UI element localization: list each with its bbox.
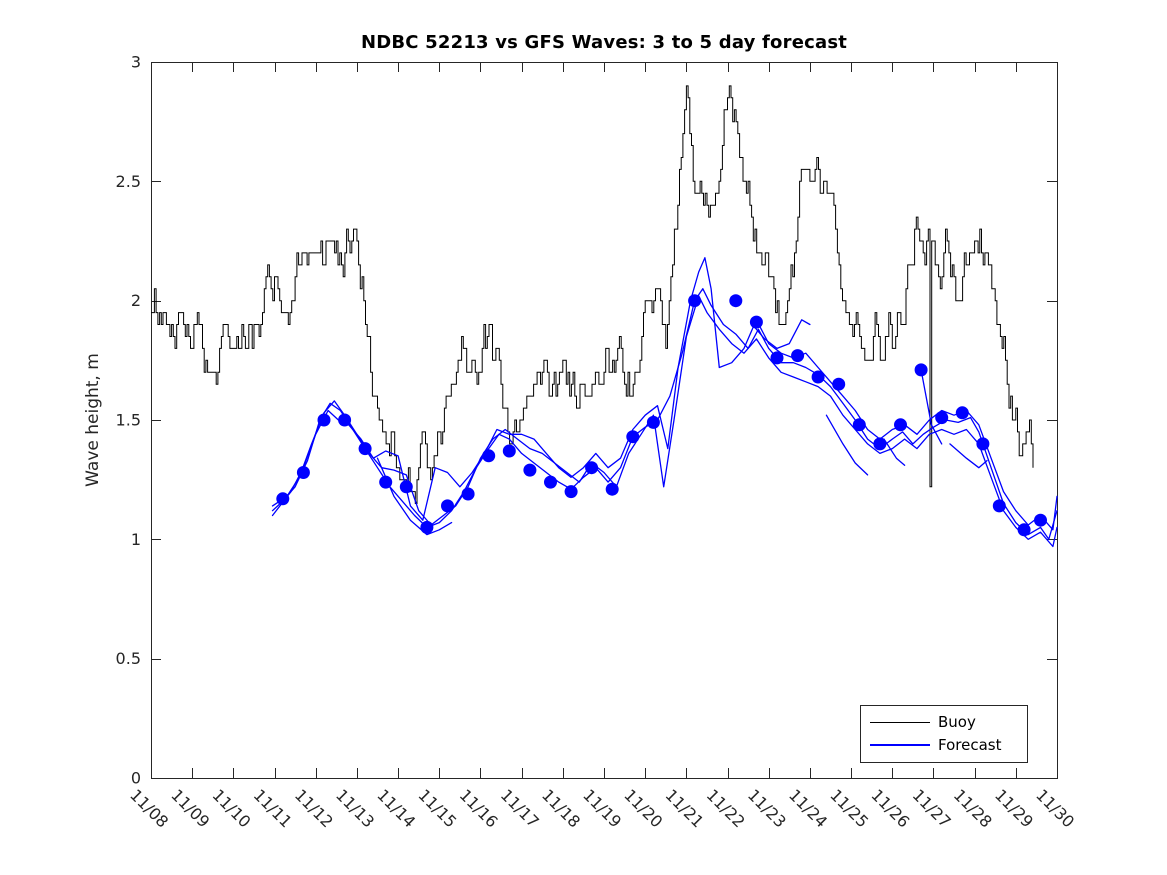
forecast-dot [605,482,619,496]
x-tick-label: 11/24 [785,785,831,831]
forecast-dot [461,487,475,501]
x-tick-label: 11/27 [909,785,955,831]
forecast-dot [976,437,990,451]
buoy-series-line [151,85,1034,504]
chart-title: NDBC 52213 vs GFS Waves: 3 to 5 day fore… [360,32,848,53]
forecast-dot [811,370,825,384]
x-tick-label: 11/21 [662,785,708,831]
forecast-dot [955,406,969,420]
y-tick-label: 2.5 [116,172,141,191]
forecast-dot [276,492,290,506]
forecast-dot [544,475,557,489]
forecast-dot [523,463,537,477]
x-tick-label: 11/23 [744,785,790,831]
forecast-dot [358,442,372,456]
x-tick-label: 11/26 [867,785,913,831]
legend-label-forecast: Forecast [938,735,1002,754]
buoy-line-sample-icon [870,722,930,724]
x-tick-label: 11/11 [250,785,296,831]
forecast-dot [914,363,928,377]
forecast-dot [1034,513,1047,527]
y-tick-label: 0.5 [116,649,141,668]
x-tick-label: 11/17 [497,785,543,831]
forecast-dot [935,411,949,425]
forecast-verification-dots [276,294,1047,537]
x-tick-label: 11/19 [579,785,625,831]
x-tick-label: 11/08 [126,785,172,831]
forecast-short-run-line [376,457,453,536]
x-tick-label: 11/18 [538,785,584,831]
forecast-dot [296,466,310,479]
forecast-line-sample-icon [870,744,930,747]
x-axis-tick-labels: 11/0811/0911/1011/1111/1211/1311/1411/15… [126,785,1078,831]
forecast-short-run-line [920,369,943,445]
x-tick-label: 11/28 [950,785,996,831]
forecast-run-line [271,257,1058,531]
axes [151,62,1058,779]
x-tick-label: 11/13 [332,785,378,831]
forecast-dot [894,418,907,432]
y-axis-tick-labels: 0 0.5 1 1.5 2 2.5 3 [116,53,141,788]
y-tick-label: 3 [131,53,141,72]
forecast-short-run-line [883,438,906,466]
x-tick-label: 11/25 [826,785,872,831]
forecast-dot [626,430,640,444]
forecast-dot [420,520,434,534]
forecast-short-run-line [825,414,869,476]
forecast-dot [646,415,660,429]
y-tick-label: 1.5 [116,411,141,430]
forecast-dot [338,413,352,427]
legend-entry-buoy: Buoy [870,715,1018,730]
x-tick-label: 11/09 [167,785,213,831]
forecast-dot [791,349,805,363]
x-tick-label: 11/12 [291,785,337,831]
legend-entry-forecast: Forecast [870,735,1018,754]
x-tick-label: 11/22 [703,785,749,831]
forecast-series [271,257,1058,548]
forecast-dot [749,315,763,329]
legend: Buoy Forecast [860,705,1028,763]
x-tick-label: 11/20 [620,785,666,831]
x-tick-label: 11/29 [991,785,1037,831]
forecast-dot [585,461,599,475]
forecast-dot [1017,523,1031,537]
forecast-dot [770,351,784,365]
forecast-run-line [271,295,1058,548]
forecast-dot [564,485,578,499]
forecast-dot [441,499,454,513]
x-tick-label: 11/10 [209,785,255,831]
forecast-dot [832,377,846,391]
x-tick-label: 11/14 [373,785,419,831]
forecast-run-line [271,288,1058,540]
forecast-dot [688,294,702,308]
forecast-dot [482,449,496,463]
forecast-dot [379,475,393,489]
x-tick-label: 11/30 [1032,785,1078,831]
forecast-dot [399,480,413,494]
y-tick-label: 0 [131,769,141,788]
forecast-short-run-line [751,319,811,350]
plot-frame [151,62,1058,779]
forecast-dot [873,437,887,451]
x-tick-label: 11/16 [456,785,502,831]
forecast-short-run-line [949,443,988,469]
forecast-dot [852,418,866,432]
forecast-dot [317,413,331,427]
forecast-dot [729,294,743,308]
forecast-dot [992,499,1006,513]
y-tick-label: 1 [131,530,141,549]
legend-label-buoy: Buoy [938,713,976,732]
y-tick-label: 2 [131,291,141,310]
x-tick-label: 11/15 [414,785,460,831]
forecast-dot [502,444,516,458]
